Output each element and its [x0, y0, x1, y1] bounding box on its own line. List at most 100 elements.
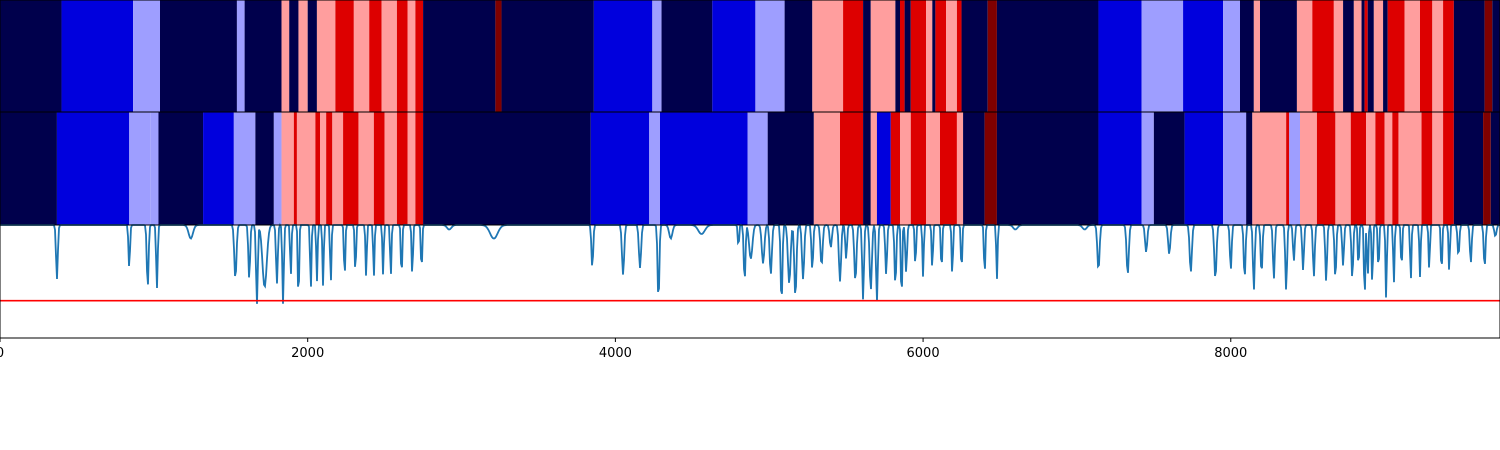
- state-segment: [870, 112, 877, 225]
- state-segment: [335, 0, 354, 112]
- state-segment: [281, 112, 294, 225]
- state-segment: [501, 0, 594, 112]
- state-segment: [904, 0, 911, 112]
- state-segment: [1353, 0, 1362, 112]
- state-segment: [590, 112, 650, 225]
- state-segment: [332, 112, 344, 225]
- state-segment: [129, 112, 151, 225]
- state-segment: [1183, 0, 1224, 112]
- state-segment: [293, 112, 297, 225]
- x-tick-label: 8000: [1214, 346, 1247, 361]
- state-segment: [956, 0, 962, 112]
- state-segment: [150, 112, 159, 225]
- state-segment: [1361, 0, 1365, 112]
- state-segment: [712, 0, 756, 112]
- signal-series-line: [0, 222, 1500, 304]
- state-segment: [320, 112, 327, 225]
- state-segment: [1252, 112, 1287, 225]
- state-segment: [396, 0, 408, 112]
- state-segment: [343, 112, 359, 225]
- state-segment: [236, 0, 245, 112]
- x-tick-label: 2000: [291, 346, 324, 361]
- state-segment: [895, 0, 900, 112]
- state-segment: [1420, 0, 1433, 112]
- state-segment: [876, 112, 891, 225]
- state-segment: [1453, 112, 1484, 225]
- state-segment: [649, 112, 660, 225]
- state-segment: [415, 112, 424, 225]
- state-segment: [1432, 112, 1444, 225]
- state-segment: [1492, 0, 1500, 112]
- state-segment: [1443, 112, 1454, 225]
- state-segment: [1375, 112, 1385, 225]
- state-segment: [1253, 0, 1260, 112]
- state-segment: [384, 112, 397, 225]
- state-segment: [1141, 112, 1154, 225]
- state-segment: [1300, 112, 1317, 225]
- state-segment: [289, 0, 299, 112]
- state-segment: [1392, 112, 1399, 225]
- state-segment: [1398, 112, 1422, 225]
- state-segment: [423, 0, 496, 112]
- state-segment: [1490, 112, 1500, 225]
- state-segment: [784, 0, 813, 112]
- state-strip-bottom: [0, 112, 1500, 225]
- state-segment: [1404, 0, 1420, 112]
- state-segment: [353, 0, 370, 112]
- state-strip-top: [0, 0, 1500, 112]
- state-segment: [1373, 0, 1384, 112]
- state-segment: [315, 112, 320, 225]
- state-segment: [296, 112, 316, 225]
- state-segment: [935, 0, 947, 112]
- state-segment: [1421, 112, 1433, 225]
- state-segment: [244, 0, 282, 112]
- state-segment: [961, 0, 988, 112]
- state-segment: [963, 112, 985, 225]
- state-segment: [133, 0, 160, 112]
- state-segment: [840, 112, 864, 225]
- state-segment: [415, 0, 424, 112]
- state-segment: [1387, 0, 1405, 112]
- state-segment: [407, 0, 416, 112]
- x-tick-label: 0: [0, 346, 4, 361]
- state-segment: [926, 112, 940, 225]
- state-segment: [1483, 112, 1491, 225]
- state-segment: [1343, 0, 1354, 112]
- state-segment: [767, 112, 814, 225]
- state-segment: [1153, 112, 1185, 225]
- state-segment: [495, 0, 502, 112]
- state-segment: [1286, 112, 1290, 225]
- state-segment: [1484, 0, 1493, 112]
- state-segment: [1289, 112, 1300, 225]
- state-segment: [298, 0, 308, 112]
- state-segment: [369, 0, 382, 112]
- state-segment: [1316, 112, 1336, 225]
- line-panel-frame: [0, 224, 1500, 339]
- state-segment: [813, 112, 840, 225]
- state-segment: [1350, 112, 1367, 225]
- state-segment: [956, 112, 964, 225]
- state-segment: [890, 112, 900, 225]
- signal-line-panel: [0, 222, 1500, 304]
- state-segment: [56, 112, 130, 225]
- state-segment: [660, 112, 748, 225]
- state-segment: [1443, 0, 1454, 112]
- state-segment: [1333, 0, 1344, 112]
- state-segment: [61, 0, 134, 112]
- state-segment: [1312, 0, 1334, 112]
- state-segment: [910, 112, 927, 225]
- state-segment: [203, 112, 234, 225]
- state-segment: [326, 112, 333, 225]
- state-segment: [158, 112, 204, 225]
- state-segment: [996, 112, 1099, 225]
- state-segment: [0, 0, 62, 112]
- state-segment: [843, 0, 864, 112]
- state-segment: [1098, 0, 1142, 112]
- state-segment: [1240, 0, 1254, 112]
- state-segment: [255, 112, 274, 225]
- state-segment: [863, 0, 871, 112]
- state-segment: [0, 112, 57, 225]
- state-segment: [358, 112, 374, 225]
